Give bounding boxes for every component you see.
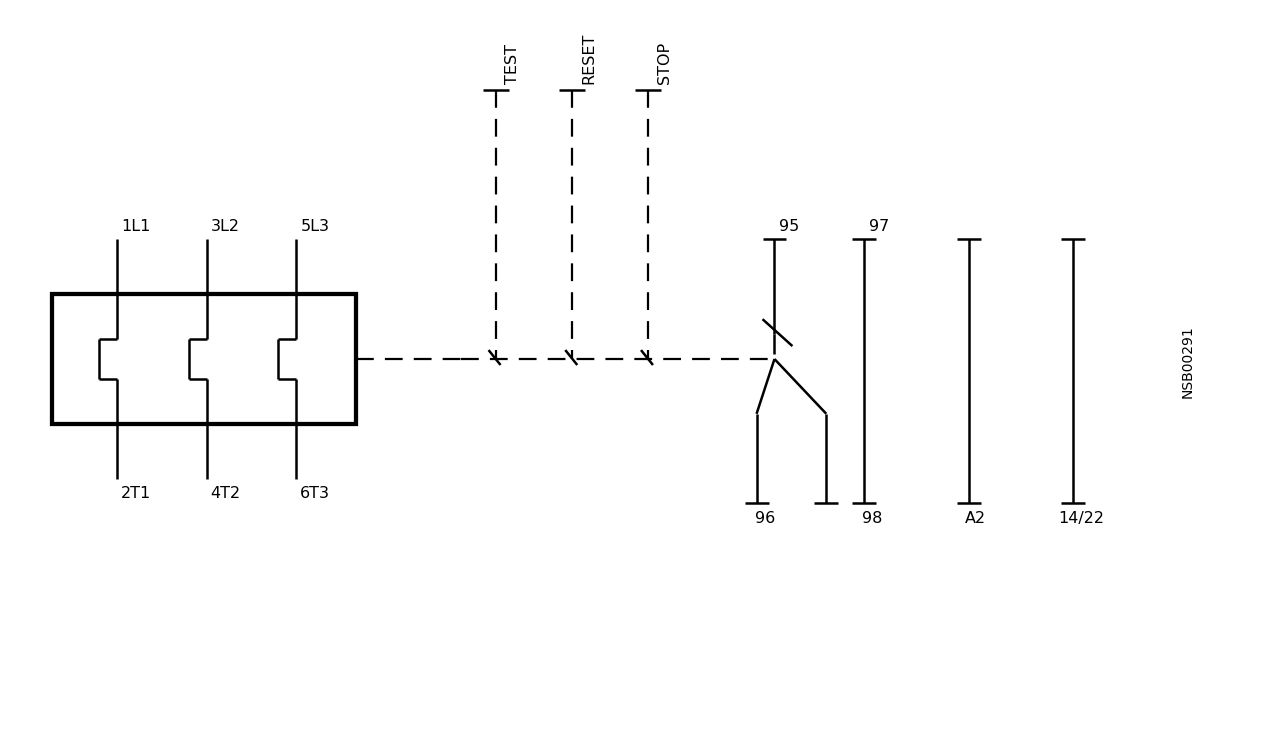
Text: 98: 98	[863, 512, 882, 526]
Text: 3L2: 3L2	[211, 219, 239, 235]
Text: 1L1: 1L1	[122, 219, 150, 235]
Text: 4T2: 4T2	[211, 486, 241, 501]
Text: 95: 95	[780, 219, 800, 235]
Text: 96: 96	[755, 512, 774, 526]
Text: STOP: STOP	[657, 42, 672, 84]
Text: NSB00291: NSB00291	[1181, 325, 1196, 398]
Text: A2: A2	[965, 512, 986, 526]
Text: RESET: RESET	[581, 33, 596, 84]
Text: TEST: TEST	[504, 44, 520, 84]
Text: 14/22: 14/22	[1059, 512, 1105, 526]
Text: 5L3: 5L3	[301, 219, 329, 235]
Text: 97: 97	[869, 219, 890, 235]
Bar	[52, 295, 356, 424]
Text: 6T3: 6T3	[301, 486, 330, 501]
Text: 2T1: 2T1	[122, 486, 151, 501]
